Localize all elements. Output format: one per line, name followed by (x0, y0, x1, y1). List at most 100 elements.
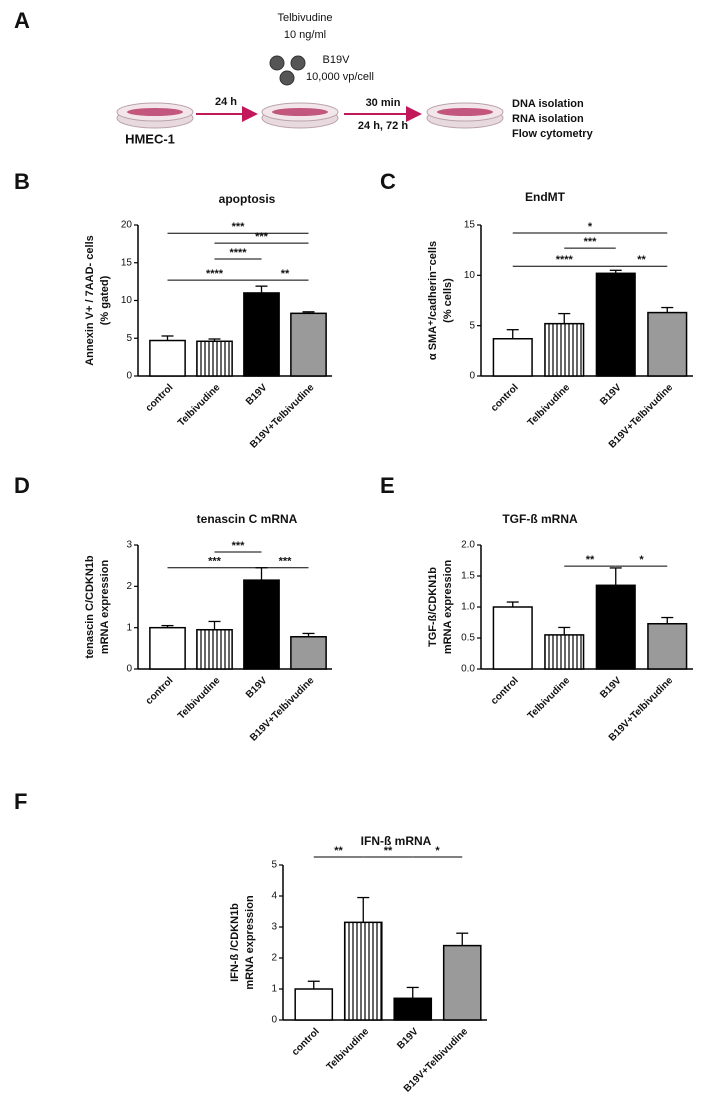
y-tick-label: 5 (469, 320, 475, 331)
x-tick-label: B19V (598, 382, 624, 408)
x-tick-label: Telbivudine (176, 382, 223, 429)
x-tick-label: B19V (598, 675, 624, 701)
x-tick-label: Telbivudine (176, 675, 223, 722)
bar (595, 272, 636, 377)
y-tick-label: 5 (271, 860, 277, 871)
chart-panel: E TGF-ß mRNA TGF-ß/CDKN1b mRNA expression 0.… (380, 473, 693, 744)
chart-title: tenascin C mRNA (197, 512, 298, 526)
significance-label: *** (232, 221, 246, 233)
panel-letter: A (14, 8, 30, 33)
bar (492, 606, 533, 670)
x-tick-label: Telbivudine (325, 1026, 372, 1073)
chart-title: TGF-ß mRNA (502, 512, 578, 526)
y-axis-label: (% cells) (442, 278, 454, 323)
y-tick-label: 2.0 (461, 540, 475, 551)
y-tick-label: 2 (271, 953, 277, 964)
y-axis-label: TGF-ß/CDKN1b (427, 567, 439, 647)
drug: Telbivudine (277, 12, 332, 24)
readout: RNA isolation (512, 113, 584, 125)
panel-letter: F (14, 789, 27, 814)
bar (647, 622, 688, 670)
panel-letter: C (380, 169, 396, 194)
x-tick-label: B19V (395, 1026, 421, 1052)
y-tick-label: 0.0 (461, 664, 475, 675)
y-axis-label: IFN-ß /CDKN1b (229, 903, 241, 982)
chart-panel: F IFN-ß mRNA IFN-ß /CDKN1b mRNA expression 0… (14, 789, 487, 1095)
y-tick-label: 0 (126, 664, 132, 675)
virus-dose: 10,000 vp/cell (306, 71, 374, 83)
y-tick-label: 1.5 (461, 571, 475, 582)
bar (243, 292, 280, 377)
x-tick-label: control (489, 382, 521, 414)
virus-icons (269, 55, 306, 86)
chart-panel: C EndMT α SMA⁺/cadherin⁻cells (% cells) 0 5 10… (380, 169, 693, 451)
y-axis-label: mRNA expression (442, 560, 454, 655)
bar (492, 338, 533, 377)
y-tick-label: 15 (121, 257, 133, 268)
bar (393, 997, 433, 1021)
significance-label: ** (586, 554, 595, 566)
y-tick-label: 20 (121, 220, 133, 231)
significance-label: **** (556, 254, 574, 266)
x-tick-label: control (290, 1026, 322, 1058)
x-tick-label: B19V (244, 382, 270, 408)
y-axis-label: Annexin V+ / 7AAD- cells (84, 235, 96, 366)
virus: B19V (323, 54, 351, 66)
y-axis-label: mRNA expression (244, 895, 256, 990)
y-tick-label: 15 (464, 220, 476, 231)
y-tick-label: 4 (271, 891, 277, 902)
chart-title: apoptosis (219, 192, 276, 206)
y-tick-label: 1.0 (461, 602, 475, 613)
significance-label: ** (384, 845, 393, 857)
y-tick-label: 0.5 (461, 633, 475, 644)
significance-label: ** (281, 268, 290, 280)
x-tick-label: control (144, 675, 176, 707)
y-tick-label: 0 (271, 1015, 277, 1026)
significance-label: *** (584, 236, 598, 248)
chart-title: IFN-ß mRNA (361, 834, 432, 848)
step-time: 30 min (366, 97, 401, 109)
chart-title: EndMT (525, 190, 566, 204)
significance-label: **** (206, 268, 224, 280)
y-tick-label: 10 (121, 295, 133, 306)
y-tick-label: 1 (271, 984, 277, 995)
y-tick-label: 10 (464, 270, 476, 281)
significance-label: ** (637, 254, 646, 266)
y-tick-label: 1 (126, 622, 132, 633)
bar (294, 988, 334, 1021)
y-tick-label: 5 (126, 333, 132, 344)
y-tick-label: 3 (271, 922, 277, 933)
dishes (116, 102, 504, 129)
bar (290, 636, 327, 670)
x-tick-label: B19V (244, 675, 270, 701)
significance-label: **** (229, 247, 247, 259)
y-tick-label: 0 (469, 371, 475, 382)
bar (647, 311, 688, 377)
x-tick-label: control (144, 382, 176, 414)
schema: A Telbivudine 10 ng/ml B19V 10,000 vp/ce… (14, 8, 594, 147)
drug-dose: 10 ng/ml (284, 29, 326, 41)
bar (595, 584, 636, 670)
significance-label: * (639, 554, 644, 566)
significance-label: *** (208, 556, 222, 568)
panel-letter: D (14, 473, 30, 498)
y-tick-label: 0 (126, 371, 132, 382)
step-time: 24 h (215, 96, 237, 108)
significance-label: ** (334, 845, 343, 857)
cells: HMEC-1 (125, 131, 175, 146)
significance-label: *** (255, 231, 269, 243)
y-tick-label: 2 (126, 581, 132, 592)
y-axis-label: α SMA⁺/cadherin⁻cells (427, 241, 439, 360)
x-tick-label: control (489, 675, 521, 707)
readout: Flow cytometry (512, 128, 594, 140)
readout: DNA isolation (512, 98, 584, 110)
y-axis-label: mRNA expression (99, 560, 111, 655)
significance-label: *** (232, 540, 246, 552)
bar (544, 322, 585, 377)
y-axis-label: tenascin C/CDKN1b (84, 555, 96, 659)
bar (243, 579, 280, 670)
bar (290, 312, 327, 377)
y-axis-label: (% gated) (99, 275, 111, 325)
